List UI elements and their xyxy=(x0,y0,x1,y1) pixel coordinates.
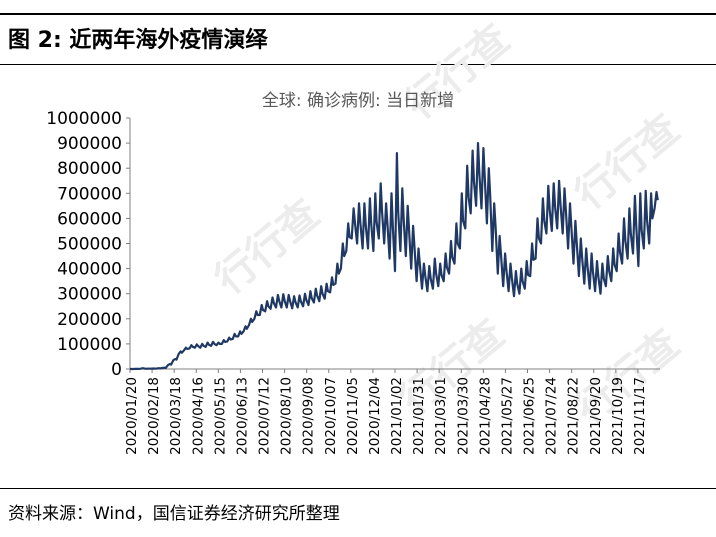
y-tick-label: 100000 xyxy=(57,335,122,355)
y-tick-label: 300000 xyxy=(57,285,122,305)
x-tick-label: 2020/06/13 xyxy=(234,377,250,455)
x-tick-label: 2021/03/01 xyxy=(433,377,449,455)
y-tick-label: 1000000 xyxy=(46,109,122,129)
line-chart: 全球: 确诊病例: 当日新增 0 100000 200000 300000 400000… xyxy=(46,91,660,455)
x-tick-label: 2020/03/18 xyxy=(168,377,184,455)
y-tick-label: 400000 xyxy=(57,260,122,280)
x-tick-label: 2020/07/12 xyxy=(257,377,273,455)
y-tick-label: 200000 xyxy=(57,310,122,330)
x-tick-label: 2021/10/19 xyxy=(610,377,626,455)
figure-title: 图 2: 近两年海外疫情演绎 xyxy=(8,28,268,53)
x-tick-label: 2020/02/18 xyxy=(146,377,162,455)
source-note: 资料来源：Wind，国信证券经济研究所整理 xyxy=(8,504,340,524)
x-tick-label: 2021/09/20 xyxy=(588,377,604,455)
x-tick-label: 2021/07/24 xyxy=(544,377,560,455)
y-tick-label: 0 xyxy=(111,360,122,380)
x-tick-label: 2021/01/31 xyxy=(411,377,427,455)
x-tick-label: 2021/05/27 xyxy=(499,377,515,455)
chart-title: 全球: 确诊病例: 当日新增 xyxy=(262,91,454,111)
x-tick-label: 2020/05/15 xyxy=(212,377,228,455)
series-line xyxy=(130,142,659,371)
x-tick-label: 2020/12/04 xyxy=(367,377,383,455)
title-rule xyxy=(0,64,716,65)
x-tick-label: 2021/08/22 xyxy=(566,377,582,455)
y-tick-label: 500000 xyxy=(57,235,122,255)
x-tick-label: 2021/11/17 xyxy=(632,377,648,455)
series-layer xyxy=(130,142,659,371)
x-tick-label: 2020/08/10 xyxy=(279,377,295,455)
y-tick-label: 800000 xyxy=(57,159,122,179)
x-tick-label: 2021/01/02 xyxy=(389,377,405,455)
x-tick-label: 2020/09/08 xyxy=(301,377,317,455)
source-rule xyxy=(0,488,716,489)
y-tick-label: 600000 xyxy=(57,209,122,229)
x-tick-label: 2020/11/05 xyxy=(345,377,361,455)
y-axis: 0 100000 200000 300000 400000 500000 600000 700… xyxy=(46,109,131,380)
x-tick-label: 2021/03/30 xyxy=(455,377,471,455)
y-tick-label: 700000 xyxy=(57,184,122,204)
x-tick-label: 2021/06/25 xyxy=(522,377,538,455)
x-tick-label: 2020/10/07 xyxy=(323,377,339,455)
y-tick-label: 900000 xyxy=(57,134,122,154)
x-axis: 2020/01/20 2020/02/18 2020/03/18 2020/04/16… xyxy=(124,368,660,455)
x-tick-label: 2020/01/20 xyxy=(124,377,140,455)
x-tick-label: 2020/04/16 xyxy=(190,377,206,455)
x-tick-label: 2021/04/28 xyxy=(477,377,493,455)
top-rule xyxy=(0,13,716,15)
